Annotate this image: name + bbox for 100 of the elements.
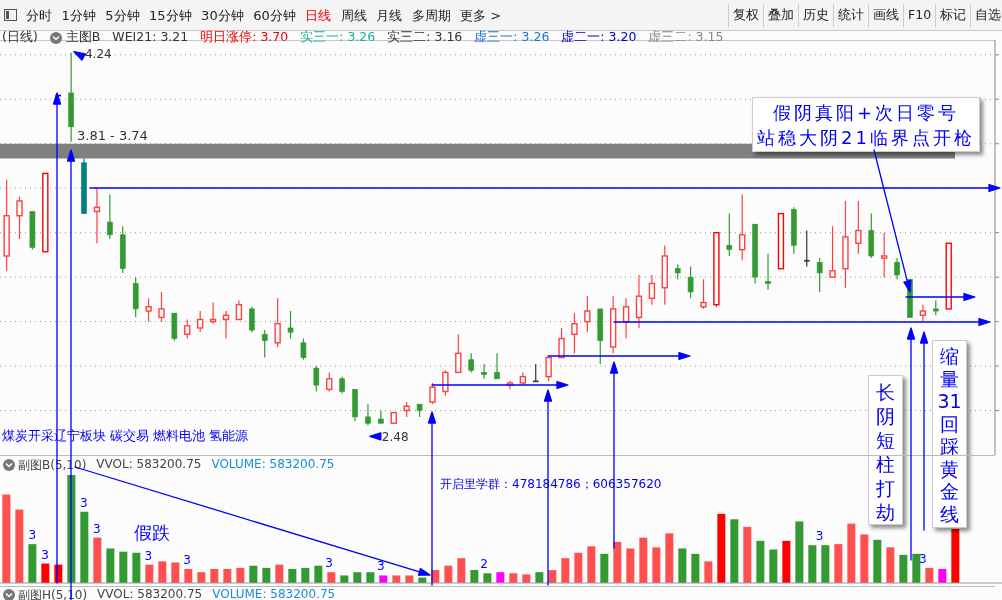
bar — [704, 561, 713, 583]
candlestick — [365, 403, 371, 426]
candlestick — [894, 257, 900, 280]
bar — [366, 572, 375, 583]
bar — [574, 552, 583, 583]
bar — [158, 561, 167, 583]
candlestick — [429, 382, 436, 405]
annotation: 2.48 — [381, 430, 409, 445]
bar — [119, 551, 128, 583]
bar — [314, 565, 323, 583]
candlestick — [16, 196, 23, 240]
bar — [171, 562, 180, 583]
bar — [496, 572, 505, 583]
text: VVOL: 583200.75 — [97, 587, 203, 600]
bar — [93, 537, 102, 583]
text: 日线 — [305, 7, 332, 25]
candlestick — [635, 274, 643, 329]
annotation: 3 — [144, 548, 153, 563]
text: 叠加 — [763, 4, 798, 27]
bar — [223, 568, 232, 583]
annotation: 主图B — [65, 29, 101, 46]
candlestick — [880, 232, 888, 278]
text: 统计 — [833, 4, 868, 27]
text: 自选 — [970, 4, 1002, 27]
candlestick — [442, 369, 449, 397]
text: VOLUME: 583200.75 — [211, 457, 335, 473]
text: 月线 — [376, 7, 403, 25]
candlestick — [261, 329, 268, 359]
annotation: WEI21: 3.21 — [112, 29, 189, 46]
annotation: 明日涨停: 3.70 — [200, 29, 289, 46]
bar — [522, 574, 531, 583]
bar — [652, 547, 661, 583]
candlestick — [571, 312, 578, 354]
text: 周线 — [340, 7, 367, 25]
bar — [626, 548, 635, 583]
candlestick — [545, 356, 552, 382]
annotation: 3 — [92, 521, 101, 536]
annotation: 3 — [325, 556, 333, 571]
bar — [535, 572, 544, 583]
candlestick — [249, 306, 255, 333]
annotation: 实三二: 3.16 — [387, 29, 463, 46]
candlestick — [765, 253, 771, 291]
bar — [613, 541, 622, 583]
text: 分时 — [26, 7, 52, 25]
annotation: 缩量31回踩黄金线 — [936, 345, 963, 527]
bar — [899, 554, 908, 583]
bar — [743, 526, 752, 583]
candlestick — [816, 257, 823, 293]
annotation: 虚二一: 3.20 — [561, 29, 637, 46]
bar — [340, 575, 349, 583]
text: 多周期 — [411, 7, 451, 25]
candlestick — [184, 318, 191, 340]
bar — [470, 570, 479, 583]
candlestick — [558, 327, 565, 359]
annotation: 假阴真阳+次日零号 — [771, 101, 961, 125]
bar — [665, 533, 674, 583]
bar — [808, 545, 817, 583]
text: 5分钟 — [105, 7, 140, 25]
candlestick — [455, 333, 462, 374]
annotation: 实三一: 3.26 — [300, 29, 376, 46]
candlestick — [919, 304, 927, 323]
candlestick — [287, 310, 294, 340]
annotation: 3 — [183, 552, 191, 567]
text: 画线 — [868, 4, 903, 27]
annotation: 3 — [80, 495, 88, 510]
bar — [262, 567, 271, 583]
candlestick — [803, 229, 810, 268]
candlestick — [158, 291, 165, 323]
bar — [951, 529, 960, 583]
annotation: 4.24 — [84, 46, 112, 61]
bar — [795, 521, 804, 583]
bar — [717, 513, 726, 583]
candlestick — [855, 200, 862, 255]
annotation: 2 — [480, 557, 488, 572]
bar — [210, 568, 219, 583]
candlestick — [468, 352, 475, 374]
candlestick — [494, 352, 500, 380]
bar — [925, 567, 934, 583]
bar — [145, 564, 154, 583]
annotation: 站稳大阴21临界点开枪 — [756, 126, 976, 150]
bar — [444, 565, 453, 583]
candlestick — [739, 193, 746, 261]
bar — [236, 567, 245, 583]
candlestick — [107, 193, 113, 240]
bar — [678, 548, 687, 583]
text: 1分钟 — [61, 7, 96, 25]
annotation: 3 — [376, 559, 385, 574]
bar — [249, 565, 258, 583]
annotation: 3 — [918, 551, 927, 566]
annotation: 3 — [41, 547, 49, 562]
annotation: 虚三一: 3.26 — [474, 29, 550, 46]
text: 更多 > — [460, 7, 502, 25]
bar — [457, 558, 466, 583]
candlestick — [378, 409, 384, 424]
bar — [873, 539, 882, 583]
bar — [288, 568, 297, 583]
text: 30分钟 — [201, 7, 244, 25]
bar — [132, 552, 141, 583]
text: 复权 — [728, 4, 763, 27]
candlestick — [197, 310, 204, 333]
